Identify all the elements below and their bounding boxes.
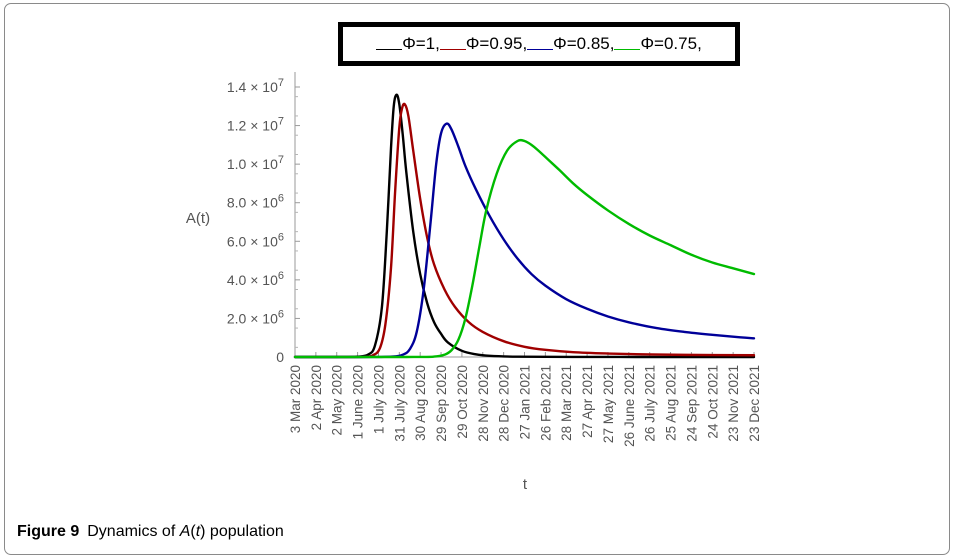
legend-label: Φ=0.75, — [640, 34, 702, 53]
series-line-phi-1 — [293, 93, 756, 359]
x-tick-label: 27 Jan 2021 — [518, 365, 533, 439]
x-tick-label: 28 Mar 2021 — [559, 365, 574, 441]
x-tick-label: 2 May 2020 — [330, 365, 345, 436]
y-tick-label: 1.4 × 107 — [227, 77, 284, 95]
legend-item-phi-095: Φ=0.95, — [439, 34, 528, 54]
x-tick-label: 2 Apr 2020 — [309, 365, 324, 430]
caption-paren-open: ( — [190, 523, 196, 540]
x-tick-label: 23 Nov 2021 — [726, 365, 741, 442]
caption-text-prefix: Dynamics of — [87, 523, 180, 540]
x-tick-label: 28 Nov 2020 — [476, 365, 491, 442]
y-tick-label: 8.0 × 106 — [227, 193, 284, 211]
x-tick-label: 29 Oct 2020 — [455, 365, 470, 439]
figure-frame — [4, 3, 950, 555]
y-tick-label: 0 — [276, 349, 284, 365]
legend-line-blue — [527, 49, 554, 50]
figure-label: Figure 9 — [17, 523, 80, 540]
plot-area: 0 2.0 × 106 4.0 × 106 6.0 × 106 8.0 × 106 1.0… — [186, 72, 762, 493]
x-tick-label: 24 Oct 2021 — [705, 365, 720, 439]
legend-label: Φ=1, — [402, 34, 440, 53]
legend-line-red — [439, 49, 466, 50]
y-tick-label: 2.0 × 106 — [227, 308, 284, 326]
legend-label: Φ=0.95, — [465, 34, 528, 53]
y-tick-label: 4.0 × 106 — [227, 270, 284, 288]
series-line-phi-0.95 — [293, 102, 756, 359]
x-tick-label: 25 Aug 2021 — [664, 365, 679, 441]
x-tick-label: 26 Feb 2021 — [538, 365, 553, 441]
x-tick-label: 26 July 2021 — [643, 365, 658, 442]
caption-var-t: t — [195, 523, 201, 540]
series-line-phi-0.75 — [293, 138, 756, 359]
chart-legend: Φ=1, Φ=0.95, Φ=0.85, Φ=0.75, — [338, 22, 740, 66]
x-axis-label: t — [523, 476, 528, 493]
y-tick-label: 1.0 × 107 — [227, 154, 284, 172]
x-tick-label: 1 July 2020 — [371, 365, 386, 434]
legend-line-black — [376, 49, 403, 50]
series-line-phi-0.85 — [293, 122, 756, 359]
x-tick-label: 23 Dec 2021 — [747, 365, 762, 442]
caption-text-suffix: ) population — [200, 523, 284, 540]
x-tick-label: 28 Dec 2020 — [497, 365, 512, 442]
x-tick-label: 1 June 2020 — [351, 365, 366, 439]
x-tick-label: 27 May 2021 — [601, 365, 616, 443]
y-tick-label: 6.0 × 106 — [227, 231, 284, 249]
legend-label: Φ=0.85, — [553, 34, 615, 53]
x-tick-label: 26 June 2021 — [622, 365, 637, 447]
legend-item-phi-085: Φ=0.85, — [527, 34, 614, 54]
x-tick-label: 27 Apr 2021 — [580, 365, 595, 438]
caption-var-a: A — [179, 523, 191, 540]
figure-caption: Figure 9 Dynamics of A(t) population — [17, 523, 284, 541]
legend-item-phi-075: Φ=0.75, — [614, 34, 702, 54]
x-tick-label: 31 July 2020 — [392, 365, 407, 442]
y-axis-label: A(t) — [186, 210, 210, 227]
x-tick-label: 24 Sep 2021 — [684, 365, 699, 442]
legend-item-phi-1: Φ=1, — [376, 34, 440, 54]
legend-line-green — [614, 49, 641, 50]
y-tick-label: 1.2 × 107 — [227, 116, 284, 134]
x-tick-label: 30 Aug 2020 — [413, 365, 428, 441]
x-tick-label: 29 Sep 2020 — [434, 365, 449, 442]
x-tick-label: 3 Mar 2020 — [288, 365, 303, 433]
